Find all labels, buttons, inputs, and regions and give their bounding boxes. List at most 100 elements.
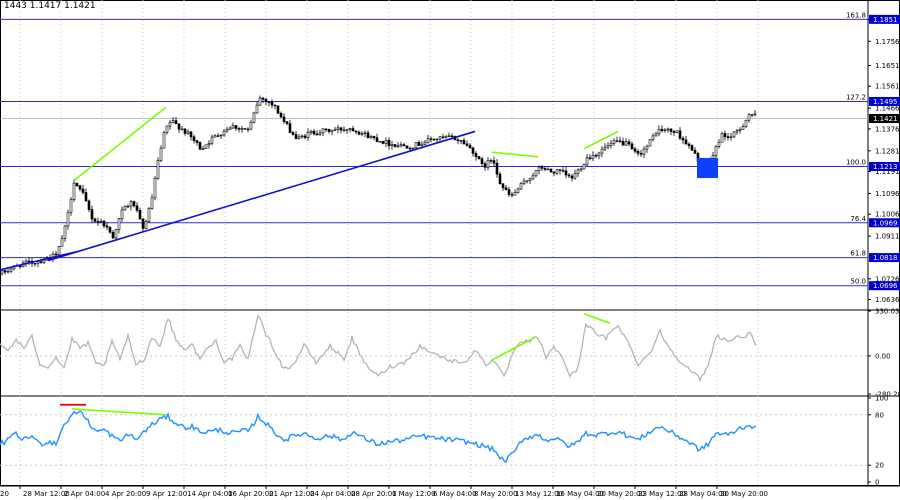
candle-body: [606, 145, 610, 148]
candle-body: [495, 162, 499, 175]
candle-body: [567, 174, 571, 177]
candle-body: [678, 130, 682, 139]
candle-body: [192, 136, 196, 141]
candle-body: [312, 130, 316, 135]
candle-body: [291, 132, 295, 135]
candle-body: [462, 140, 466, 145]
candle-body: [399, 144, 403, 147]
candle-body: [204, 144, 208, 149]
candle-body: [516, 188, 520, 193]
candle-body: [267, 101, 271, 103]
candle-body: [447, 135, 451, 137]
candle-body: [387, 139, 391, 146]
candle-body: [36, 261, 40, 264]
candle-body: [663, 129, 667, 132]
candle-body: [129, 201, 133, 207]
candle-body: [660, 128, 664, 132]
candle-body: [6, 270, 10, 273]
candle-body: [480, 158, 484, 164]
candle-body: [546, 168, 550, 171]
candle-body: [543, 168, 547, 170]
candle-body: [234, 125, 238, 129]
trend-line: [47, 130, 476, 262]
price-tick-label: 1.1376: [875, 125, 900, 133]
candle-body: [675, 130, 679, 133]
candle-body: [219, 134, 223, 137]
candle-body: [618, 140, 622, 142]
candle-body: [243, 128, 247, 130]
candle-body: [99, 220, 103, 223]
candle-body: [597, 152, 601, 157]
candle-body: [213, 135, 217, 138]
candle-body: [402, 144, 406, 147]
stoch-line: [0, 410, 757, 464]
candle-body: [327, 129, 331, 132]
candle-body: [333, 129, 337, 131]
fib-price-label: 1.0818: [873, 254, 898, 262]
time-axis-label: 30 May 20:00: [720, 490, 768, 498]
candle-body: [441, 136, 445, 138]
candle-body: [513, 192, 517, 196]
candle-body: [735, 130, 739, 133]
candle-body: [369, 136, 373, 139]
time-axis-label: 2 Apr 04:00: [64, 490, 105, 498]
candle-body: [54, 253, 58, 256]
candle-body: [510, 194, 514, 196]
candle-body: [468, 145, 472, 149]
candle-body: [738, 129, 742, 131]
candle-body: [111, 231, 115, 239]
candle-body: [381, 140, 385, 144]
candle-body: [591, 154, 595, 159]
candle-body: [93, 218, 97, 222]
candle-body: [42, 259, 46, 263]
candle-body: [501, 183, 505, 189]
candle-body: [198, 142, 202, 150]
candle-body: [33, 263, 37, 265]
candle-body: [714, 146, 718, 156]
cci-divergence-line: [583, 312, 611, 324]
candle-body: [726, 136, 730, 138]
candle-body: [492, 160, 496, 164]
time-axis-label: 6 May 04:00: [433, 490, 477, 498]
candle-body: [723, 133, 727, 137]
candle-body: [57, 246, 61, 255]
cci-line: [0, 314, 757, 383]
candle-body: [393, 144, 397, 147]
candle-body: [405, 145, 409, 149]
candle-body: [9, 268, 13, 272]
candle-body: [651, 135, 655, 140]
price-tick-label: 1.1466: [875, 105, 900, 113]
candle-body: [177, 123, 181, 130]
candle-body: [417, 142, 421, 146]
candle-body: [351, 128, 355, 132]
candle-body: [117, 218, 121, 230]
candle-body: [360, 133, 364, 135]
time-axis-label: 16 May 04:00: [556, 490, 604, 498]
time-axis-label: 24 Apr 04:00: [310, 490, 356, 498]
candle-body: [201, 148, 205, 150]
candle-body: [246, 128, 250, 131]
current-price-badge: [869, 114, 900, 124]
candle-body: [438, 136, 442, 140]
candle-body: [720, 133, 724, 143]
candle-body: [687, 143, 691, 146]
candle-body: [357, 131, 361, 135]
candle-body: [180, 128, 184, 131]
cci-tick-label: 0.00: [875, 352, 891, 360]
candle-body: [189, 131, 193, 138]
candle-body: [648, 139, 652, 147]
candle-body: [657, 128, 661, 135]
candle-body: [459, 140, 463, 142]
candle-body: [261, 97, 265, 100]
candle-body: [426, 138, 430, 143]
candle-body: [321, 128, 325, 134]
candle-body: [66, 211, 70, 227]
candle-body: [132, 201, 136, 207]
candle-body: [519, 183, 523, 190]
price-tick-label: 1.1756: [875, 38, 900, 46]
candle-body: [531, 175, 535, 180]
candle-body: [555, 169, 559, 174]
candles-group: [0, 95, 757, 276]
